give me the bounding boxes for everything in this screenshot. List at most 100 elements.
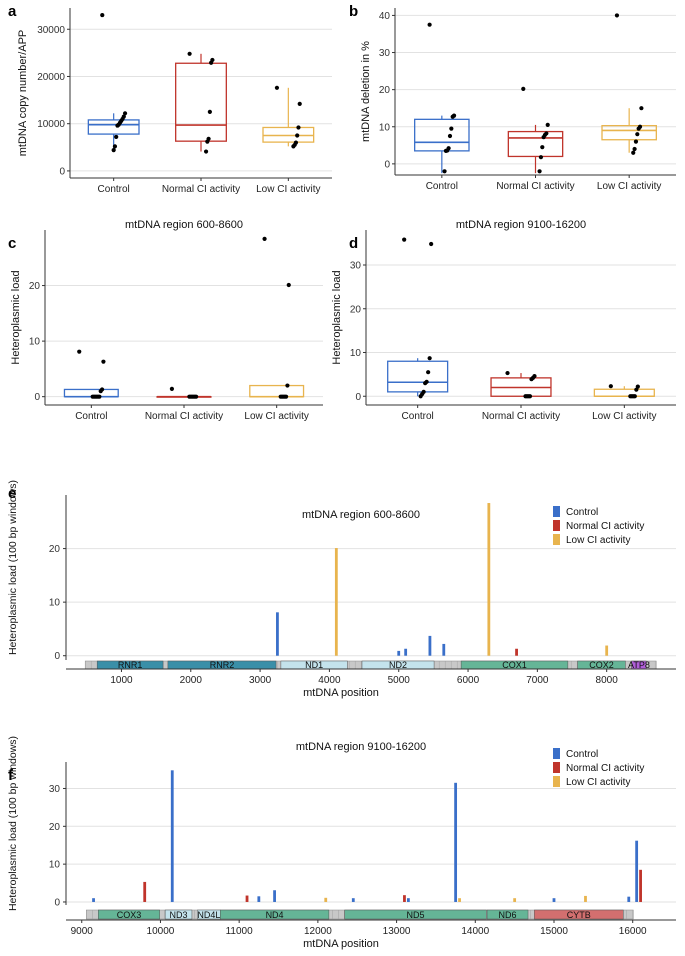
heteroplasmy-bar [397,650,401,656]
heteroplasmy-bar [442,643,446,656]
y-axis-label: mtDNA deletion in % [360,41,372,142]
x-tick-label: Low CI activity [592,411,656,422]
box [593,388,655,397]
data-point [187,51,192,56]
x-tick-label: 4000 [318,675,341,686]
gene-block [534,909,624,920]
data-point [628,394,633,399]
heteroplasmy-bar [403,895,406,902]
data-point [207,109,212,114]
y-tick-label: 0 [54,897,60,908]
x-tick-label: 5000 [388,675,411,686]
data-point [443,148,449,153]
x-tick-label: Control [402,411,434,422]
y-tick-label: 0 [384,159,390,170]
data-point [634,387,639,392]
y-axis-label: Heteroplasmic load [10,270,22,364]
box [601,124,657,141]
data-point [538,155,544,160]
x-tick-label: Control [98,184,130,195]
box [87,119,140,135]
x-tick-label: 12000 [304,926,332,937]
data-point [636,126,641,131]
legend-swatch [553,520,560,531]
panel-title: mtDNA region 9100-16200 [456,219,586,231]
data-point [540,145,545,150]
heteroplasmy-bar [552,898,556,902]
legend-swatch [553,748,560,759]
data-point [169,386,175,391]
data-point [427,22,432,27]
heteroplasmy-bar [170,770,174,902]
gene-label: COX1 [502,660,527,670]
legend-label: Control [566,507,598,518]
data-point [450,114,455,119]
x-tick-label: Low CI activity [597,181,661,192]
data-point [274,85,280,90]
panel-title: mtDNA region 600-8600 [302,509,420,521]
box [414,118,470,152]
x-tick-label: Normal CI activity [482,411,560,422]
heteroplasmy-bar [257,896,261,902]
data-point [203,149,209,154]
legend-label: Normal CI activity [566,521,644,532]
x-tick-label: 10000 [147,926,175,937]
x-tick-label: Normal CI activity [162,184,240,195]
box [507,130,564,158]
y-tick-label: 30 [350,261,362,272]
data-point [541,135,546,140]
y-tick-label: 20000 [37,72,65,83]
panel-f: f mtDNA region 9100-16200 0 10 20 30 Heteropla… [7,736,676,950]
data-point [614,13,620,18]
data-point [631,150,636,155]
heteroplasmy-bar [487,503,491,656]
data-point [278,394,283,399]
x-tick-label: Normal CI activity [496,181,574,192]
data-point [426,370,431,375]
heteroplasmy-bar [351,898,355,902]
x-axis-label: mtDNA position [303,938,379,950]
y-tick-label: 20 [29,281,41,292]
data-point [418,394,423,399]
y-axis-label: Heteroplasmic load [331,270,343,364]
data-point [633,139,639,144]
heteroplasmy-bar [273,890,276,902]
gene-block [164,909,193,920]
y-tick-label: 0 [355,392,361,403]
y-tick-label: 40 [379,11,391,22]
x-tick-label: 14000 [461,926,489,937]
x-tick-label: Low CI activity [256,184,320,195]
box [387,360,449,393]
data-point [90,394,95,399]
data-point [427,356,432,361]
y-tick-label: 10000 [37,119,65,130]
x-tick-label: 13000 [383,926,411,937]
y-axis-label: Heteroplasmic load (100 bp windows) [7,480,19,655]
data-point [111,148,116,153]
data-point [122,111,128,116]
x-tick-label: 16000 [619,926,647,937]
y-tick-label: 30 [49,784,61,795]
data-point [101,359,106,364]
panel-title: mtDNA region 600-8600 [125,219,243,231]
y-tick-label: 20 [350,304,362,315]
gene-block [98,909,160,920]
gene-label: ND2 [389,660,407,670]
gene-label: ND6 [499,910,517,920]
gene-label: ND5 [406,910,424,920]
heteroplasmy-bar [406,898,410,902]
data-point [295,133,300,138]
gene-label: ATP8 [628,660,650,670]
x-tick-label: 7000 [526,675,549,686]
data-point [608,384,613,389]
y-tick-label: 20 [379,85,391,96]
box [249,384,305,398]
data-point [114,134,119,140]
gene-label: RNR1 [118,660,143,670]
legend-swatch [553,534,560,545]
x-tick-label: Control [426,181,458,192]
panel-a: a 0 10000 20000 30000 mtDNA copy number/APP Co… [8,3,332,195]
y-tick-label: 0 [54,651,60,662]
data-point [429,241,434,247]
data-point [523,394,528,399]
